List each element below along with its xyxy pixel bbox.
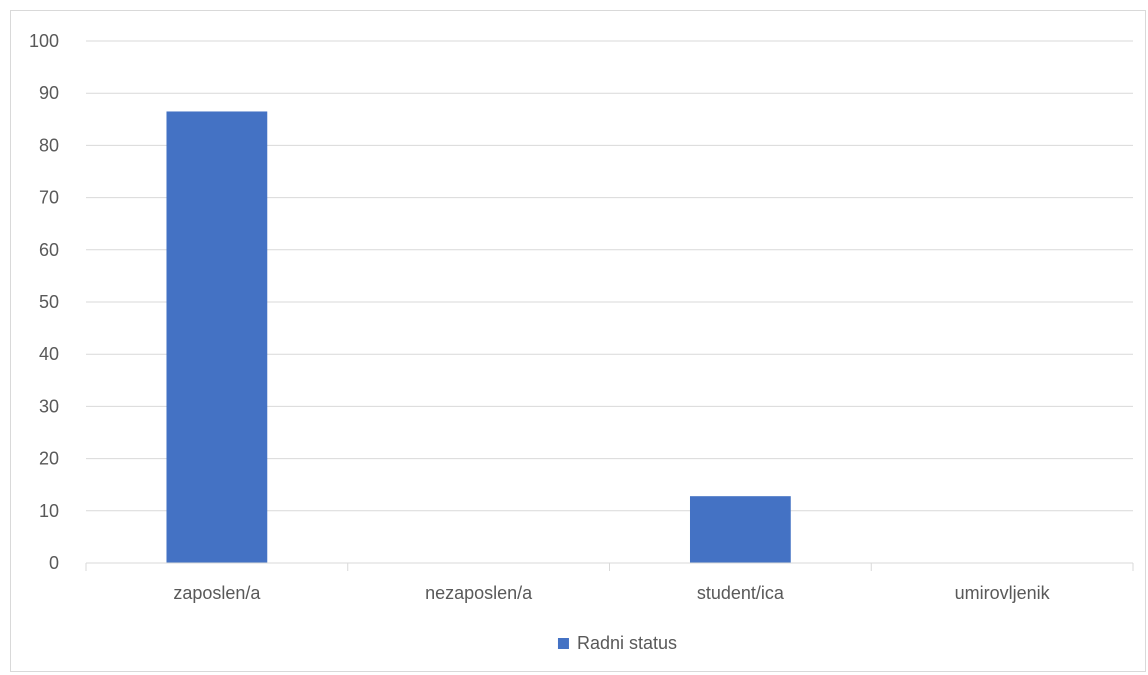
- y-tick-label: 90: [39, 83, 59, 103]
- y-axis-tick-labels: 0 10 20 30 40 50 60 70 80 90 100: [29, 31, 59, 573]
- legend-swatch: [557, 638, 569, 649]
- y-tick-label: 50: [39, 292, 59, 312]
- x-tick-label: umirovljenik: [955, 583, 1051, 603]
- x-tick-label: nezaposlen/a: [425, 583, 533, 603]
- y-tick-label: 0: [49, 553, 59, 573]
- chart-frame: 0 10 20 30 40 50 60 70 80 90 100 zaposlen/a nezapos…: [10, 10, 1146, 672]
- y-tick-label: 10: [39, 501, 59, 521]
- x-tick-label: student/ica: [697, 583, 785, 603]
- legend-label: Radni status: [577, 633, 677, 653]
- y-tick-label: 30: [39, 396, 59, 416]
- y-tick-label: 60: [39, 240, 59, 260]
- x-axis: [85, 562, 1134, 571]
- y-tick-label: 40: [39, 344, 59, 364]
- y-tick-label: 70: [39, 188, 59, 208]
- y-tick-label: 20: [39, 449, 59, 469]
- x-axis-tick-labels: zaposlen/a nezaposlen/a student/ica umirovl…: [173, 583, 1050, 603]
- legend: Radni status: [557, 633, 677, 653]
- y-tick-label: 80: [39, 135, 59, 155]
- bar-zaposlen-a: [166, 111, 268, 563]
- bar-student-ica: [689, 496, 791, 563]
- bars: [166, 111, 791, 563]
- y-tick-label: 100: [29, 31, 59, 51]
- x-tick-label: zaposlen/a: [173, 583, 261, 603]
- bar-chart: 0 10 20 30 40 50 60 70 80 90 100 zaposlen/a nezapos…: [29, 31, 1134, 653]
